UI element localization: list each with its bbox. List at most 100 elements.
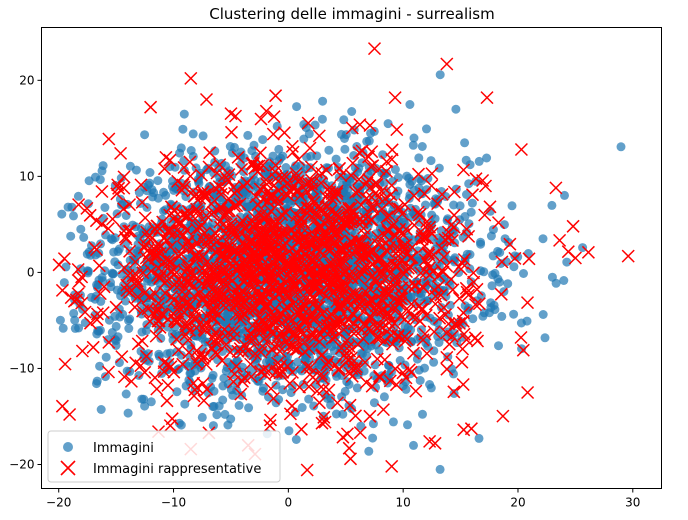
data-point-immagini <box>209 371 218 380</box>
data-point-immagini <box>422 124 431 133</box>
data-point-immagini <box>327 342 336 351</box>
data-point-immagini <box>219 374 228 383</box>
data-point-immagini <box>147 397 156 406</box>
x-tick-label: 20 <box>510 496 525 510</box>
data-point-immagini <box>292 102 301 111</box>
data-point-immagini <box>96 326 105 335</box>
data-point-immagini <box>493 247 502 256</box>
data-point-immagini <box>456 201 465 210</box>
data-point-immagini <box>108 269 117 278</box>
data-point-immagini <box>436 70 445 79</box>
data-point-immagini <box>244 403 253 412</box>
data-point-immagini <box>451 105 460 114</box>
data-point-immagini <box>274 145 283 154</box>
data-point-immagini <box>226 415 235 424</box>
data-point-immagini <box>107 234 116 243</box>
data-point-immagini <box>318 97 327 106</box>
data-point-immagini <box>318 115 327 124</box>
data-point-immagini <box>74 192 83 201</box>
data-point-immagini <box>97 405 106 414</box>
data-point-immagini <box>509 310 518 319</box>
data-point-immagini <box>547 201 556 210</box>
data-point-immagini <box>467 208 476 217</box>
data-point-immagini <box>539 310 548 319</box>
data-point-immagini <box>541 333 550 342</box>
data-point-immagini <box>121 297 130 306</box>
data-point-immagini <box>112 322 121 331</box>
data-point-immagini <box>364 447 373 456</box>
x-tick-label: 10 <box>396 496 411 510</box>
data-point-immagini <box>109 248 118 257</box>
data-point-immagini <box>380 392 389 401</box>
data-point-immagini <box>427 156 436 165</box>
data-point-immagini <box>272 381 281 390</box>
data-point-immagini <box>414 153 423 162</box>
data-point-immagini <box>370 127 379 136</box>
data-point-immagini <box>292 435 301 444</box>
data-point-immagini <box>479 267 488 276</box>
y-tick-label: −20 <box>9 457 34 471</box>
data-point-immagini <box>101 372 110 381</box>
data-point-immagini <box>59 324 68 333</box>
data-point-immagini <box>429 358 438 367</box>
data-point-immagini <box>85 176 94 185</box>
data-point-immagini <box>189 129 198 138</box>
data-point-immagini <box>466 160 475 169</box>
x-tick-label: 0 <box>285 496 293 510</box>
data-point-immagini <box>228 360 237 369</box>
data-point-immagini <box>559 276 568 285</box>
data-point-immagini <box>508 201 517 210</box>
chart-title: Clustering delle immagini - surrealism <box>209 5 494 23</box>
data-point-immagini <box>70 316 79 325</box>
data-point-immagini <box>435 164 444 173</box>
data-point-immagini <box>427 383 436 392</box>
data-point-immagini <box>370 398 379 407</box>
data-point-immagini <box>159 188 168 197</box>
data-point-immagini <box>365 137 374 146</box>
data-point-immagini <box>66 232 75 241</box>
data-point-immagini <box>98 166 107 175</box>
data-point-immagini <box>79 233 88 242</box>
data-point-immagini <box>405 100 414 109</box>
data-point-immagini <box>523 317 532 326</box>
data-point-immagini <box>281 163 290 172</box>
data-point-immagini <box>418 410 427 419</box>
data-point-immagini <box>548 273 557 282</box>
data-point-immagini <box>299 135 308 144</box>
data-point-immagini <box>578 243 587 252</box>
data-point-immagini <box>409 141 418 150</box>
data-point-immagini <box>100 203 109 212</box>
data-point-immagini <box>124 409 133 418</box>
data-point-immagini <box>503 279 512 288</box>
legend-marker-immagini <box>63 442 73 452</box>
data-point-immagini <box>172 387 181 396</box>
data-point-immagini <box>180 110 189 119</box>
legend-label-immagini: Immagini <box>93 441 154 456</box>
data-point-immagini <box>140 130 149 139</box>
data-point-immagini <box>332 410 341 419</box>
legend-label-rappresentative: Immagini rappresentative <box>93 462 261 477</box>
data-point-immagini <box>497 312 506 321</box>
x-tick-label: −10 <box>161 496 186 510</box>
data-point-immagini <box>340 145 349 154</box>
x-tick-label: −20 <box>46 496 71 510</box>
data-point-immagini <box>76 225 85 234</box>
data-point-immagini <box>137 395 146 404</box>
data-point-immagini <box>368 434 377 443</box>
data-point-immagini <box>449 369 458 378</box>
data-point-immagini <box>218 396 227 405</box>
data-point-immagini <box>122 390 131 399</box>
data-point-immagini <box>478 312 487 321</box>
data-point-immagini <box>187 146 196 155</box>
data-point-immagini <box>418 142 427 151</box>
x-tick-label: 30 <box>625 496 640 510</box>
data-point-immagini <box>409 441 418 450</box>
data-point-immagini <box>347 107 356 116</box>
data-point-immagini <box>166 349 175 358</box>
data-point-immagini <box>562 258 571 267</box>
data-point-immagini <box>92 379 101 388</box>
y-tick-label: 20 <box>19 73 34 87</box>
data-point-immagini <box>218 382 227 391</box>
data-point-immagini <box>258 135 267 144</box>
